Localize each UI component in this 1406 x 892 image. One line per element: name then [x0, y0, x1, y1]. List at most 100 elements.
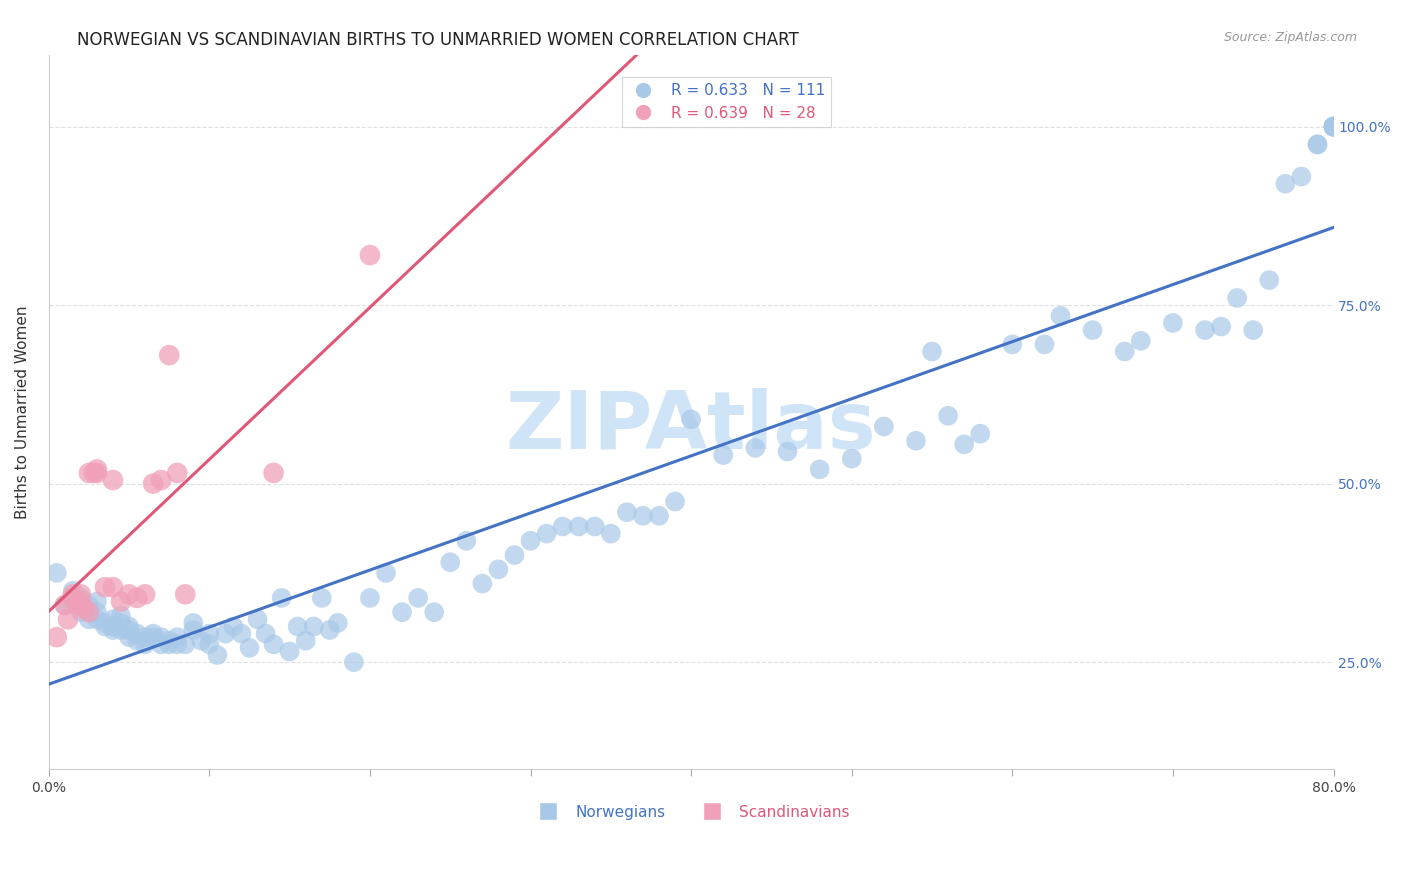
Point: [110, 615, 132, 630]
Point: [1322, 120, 1344, 134]
Point: [1322, 120, 1344, 134]
Point: [921, 344, 943, 359]
Point: [198, 626, 221, 640]
Point: [118, 619, 141, 633]
Point: [238, 640, 260, 655]
Point: [681, 412, 703, 426]
Point: [664, 494, 686, 508]
Point: [207, 648, 229, 662]
Point: [70, 594, 93, 608]
Point: [1161, 316, 1184, 330]
Point: [936, 409, 959, 423]
Point: [45, 630, 67, 644]
Point: [953, 437, 976, 451]
Point: [86, 605, 108, 619]
Point: [263, 637, 285, 651]
Point: [70, 591, 93, 605]
Point: [134, 587, 156, 601]
Point: [583, 519, 606, 533]
Point: [150, 473, 173, 487]
Point: [1274, 177, 1296, 191]
Point: [110, 594, 132, 608]
Point: [648, 508, 671, 523]
Point: [246, 612, 269, 626]
Point: [254, 626, 277, 640]
Point: [1322, 120, 1344, 134]
Point: [319, 623, 342, 637]
Point: [45, 566, 67, 580]
Point: [1258, 273, 1281, 287]
Point: [406, 591, 429, 605]
Point: [110, 608, 132, 623]
Point: [1226, 291, 1249, 305]
Point: [181, 623, 204, 637]
Point: [86, 594, 108, 608]
Point: [904, 434, 927, 448]
Point: [86, 612, 108, 626]
Point: [222, 619, 245, 633]
Point: [294, 633, 316, 648]
Point: [776, 444, 799, 458]
Point: [1322, 120, 1344, 134]
Point: [969, 426, 991, 441]
Point: [62, 587, 84, 601]
Point: [94, 619, 117, 633]
Point: [150, 637, 173, 651]
Point: [94, 615, 117, 630]
Point: [66, 598, 89, 612]
Point: [166, 466, 188, 480]
Point: [568, 519, 591, 533]
Point: [142, 476, 165, 491]
Text: Source: ZipAtlas.com: Source: ZipAtlas.com: [1223, 31, 1357, 45]
Point: [86, 462, 108, 476]
Y-axis label: Births to Unmarried Women: Births to Unmarried Women: [15, 305, 30, 519]
Point: [808, 462, 831, 476]
Point: [302, 619, 325, 633]
Point: [287, 619, 309, 633]
Point: [125, 591, 148, 605]
Point: [83, 466, 105, 480]
Point: [439, 555, 461, 569]
Point: [94, 580, 117, 594]
Point: [198, 637, 221, 651]
Point: [77, 598, 100, 612]
Point: [631, 508, 654, 523]
Point: [1049, 309, 1071, 323]
Point: [70, 605, 93, 619]
Point: [150, 630, 173, 644]
Point: [1322, 120, 1344, 134]
Point: [214, 626, 236, 640]
Point: [77, 466, 100, 480]
Point: [125, 633, 148, 648]
Point: [157, 348, 180, 362]
Point: [110, 623, 132, 637]
Point: [62, 583, 84, 598]
Point: [1291, 169, 1313, 184]
Point: [101, 619, 124, 633]
Legend: Norwegians, Scandinavians: Norwegians, Scandinavians: [527, 798, 856, 826]
Point: [456, 533, 478, 548]
Point: [56, 612, 79, 626]
Point: [174, 637, 197, 651]
Point: [174, 587, 197, 601]
Point: [157, 637, 180, 651]
Point: [599, 526, 621, 541]
Point: [519, 533, 541, 548]
Point: [359, 591, 381, 605]
Point: [142, 626, 165, 640]
Point: [181, 615, 204, 630]
Point: [86, 466, 108, 480]
Point: [53, 598, 76, 612]
Text: ZIPAtlas: ZIPAtlas: [506, 387, 876, 466]
Point: [190, 633, 212, 648]
Point: [1194, 323, 1216, 337]
Point: [134, 637, 156, 651]
Point: [536, 526, 558, 541]
Point: [118, 630, 141, 644]
Point: [270, 591, 292, 605]
Point: [157, 633, 180, 648]
Point: [471, 576, 494, 591]
Point: [503, 548, 526, 562]
Point: [311, 591, 333, 605]
Point: [1241, 323, 1264, 337]
